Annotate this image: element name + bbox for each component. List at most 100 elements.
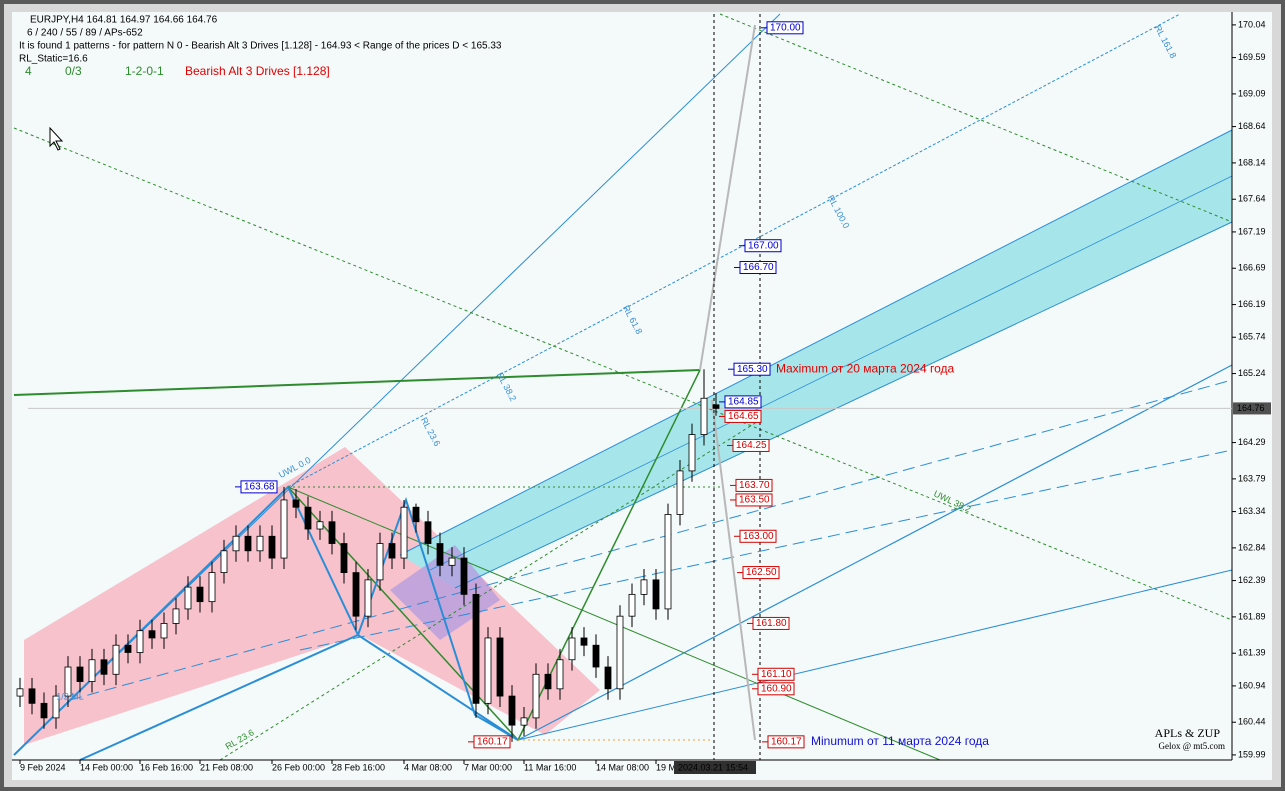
- candle-body: [256, 535, 264, 552]
- candle-body: [544, 673, 552, 690]
- level-label: 163.70: [739, 480, 770, 491]
- x-tick-label: 14 Mar 08:00: [596, 762, 649, 772]
- level-box: [724, 395, 762, 409]
- level-label: 163.68: [244, 482, 275, 493]
- level-label: 164.25: [736, 440, 767, 451]
- level-label: 170.00: [770, 22, 801, 33]
- level-label: 164.85: [728, 397, 759, 408]
- candle-body: [364, 579, 372, 617]
- y-tick-label: 162.39: [1238, 575, 1266, 585]
- green-line: [287, 486, 941, 761]
- candle-body: [592, 644, 600, 668]
- candle-body: [292, 499, 300, 508]
- y-tick-label: 165.24: [1238, 368, 1266, 378]
- y-tick-label: 166.19: [1238, 299, 1266, 309]
- level-label: 161.10: [761, 669, 792, 680]
- candle-body: [376, 543, 384, 581]
- level-box: [752, 616, 790, 630]
- candle-body: [232, 535, 240, 552]
- candle-body: [328, 521, 336, 544]
- line-label: 1/2 ML: [56, 691, 84, 701]
- candle-body: [472, 593, 480, 704]
- candle-body: [652, 579, 660, 610]
- candle-body: [340, 543, 348, 573]
- level-label: 163.00: [743, 531, 774, 542]
- candle-body: [424, 521, 432, 544]
- level-box: [757, 682, 795, 696]
- x-tick-label: 4 Mar 08:00: [404, 762, 452, 772]
- band-edge: [454, 221, 1233, 589]
- level-label: 160.90: [761, 683, 792, 694]
- green-dashed: [13, 127, 1233, 621]
- cursor: [49, 126, 64, 151]
- annotation: Minumum от 11 марта 2024 года: [811, 734, 989, 748]
- symbol-line: EURJPY,H4 164.81 164.97 164.66 164.76: [30, 15, 218, 26]
- candle-body: [76, 666, 84, 682]
- y-tick-label: 161.39: [1238, 648, 1266, 658]
- current-price-label: 164.76: [1237, 403, 1265, 413]
- pattern-name: Bearish Alt 3 Drives [1.128]: [185, 64, 330, 78]
- candle-body: [676, 470, 684, 515]
- candle-body: [688, 434, 696, 472]
- band-edge: [399, 129, 1233, 556]
- green-dashed: [219, 419, 761, 761]
- y-tick-label: 162.84: [1238, 542, 1266, 552]
- candle-body: [700, 397, 708, 435]
- level-box: [742, 566, 780, 580]
- cursor-time: 2024.03.21 15:54: [678, 762, 748, 772]
- y-axis-area: [1232, 12, 1272, 780]
- candle-body: [520, 717, 528, 726]
- status: 1-2-0-1: [125, 64, 164, 78]
- candle-body: [580, 637, 588, 646]
- purple-zone: [390, 545, 500, 640]
- level-box: [733, 362, 771, 376]
- candle-body: [100, 659, 108, 675]
- candle-body: [496, 637, 504, 697]
- level-box: [724, 409, 762, 423]
- candle-body: [52, 695, 60, 719]
- level-box: [473, 735, 511, 749]
- candle-body: [148, 630, 156, 639]
- candle-body: [508, 695, 516, 726]
- candle-body: [196, 586, 204, 603]
- x-tick-label: 19 M: [656, 762, 676, 772]
- level-box: [240, 480, 278, 494]
- level-label: 163.50: [739, 495, 770, 506]
- candle-body: [160, 623, 168, 639]
- candle-body: [220, 550, 228, 573]
- level-box: [739, 261, 777, 275]
- patterns: It is found 1 patterns - for pattern N 0…: [19, 41, 502, 52]
- fork-line: [287, 13, 1181, 488]
- y-tick-label: 163.34: [1238, 506, 1266, 516]
- candle-body: [268, 535, 276, 559]
- x-tick-label: 26 Feb 00:00: [272, 762, 325, 772]
- candle-body: [124, 644, 132, 653]
- level-label: 165.30: [737, 364, 768, 375]
- candle-body: [352, 572, 360, 617]
- fork-line: [517, 364, 1233, 741]
- status: 4: [25, 64, 32, 78]
- y-tick-label: 167.19: [1238, 226, 1266, 236]
- green-dashed: [719, 13, 1233, 223]
- fork-line: [69, 379, 1233, 701]
- status: 0/3: [65, 64, 82, 78]
- candle-body: [412, 506, 420, 523]
- gray-line: [699, 24, 756, 371]
- pink-channel: [24, 447, 600, 745]
- level-label: 164.65: [728, 411, 759, 422]
- candle-body: [280, 499, 288, 559]
- x-tick-label: 28 Feb 16:00: [332, 762, 385, 772]
- fork-line: [79, 634, 359, 761]
- candle-body: [184, 586, 192, 610]
- candle-body: [532, 673, 540, 719]
- level-box: [744, 239, 782, 253]
- candle-body: [448, 557, 456, 566]
- level-box: [739, 529, 777, 543]
- green-top: [13, 369, 701, 396]
- y-tick-label: 163.79: [1238, 473, 1266, 483]
- candle-body: [664, 514, 672, 610]
- level-label: 161.80: [756, 618, 787, 629]
- candle-body: [316, 521, 324, 530]
- cursor-time-box: [674, 761, 756, 774]
